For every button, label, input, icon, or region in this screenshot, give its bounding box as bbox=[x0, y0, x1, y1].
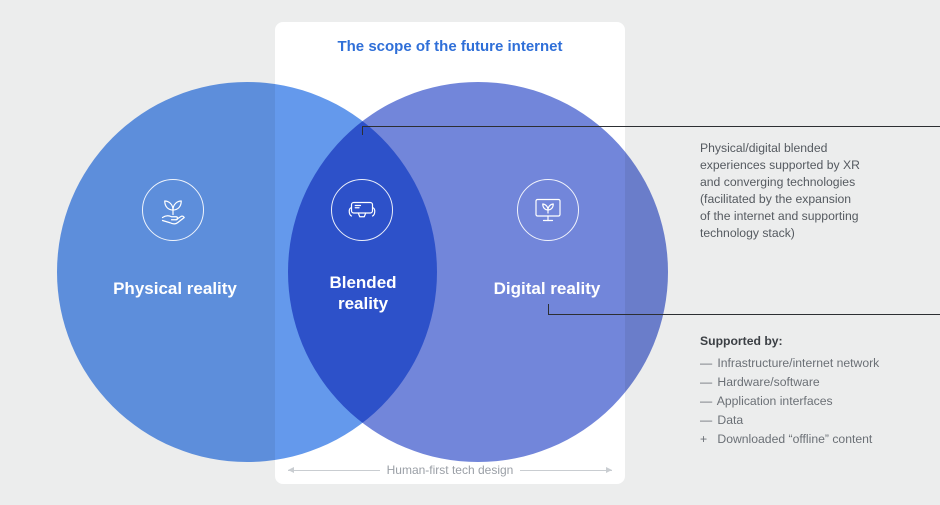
venn-label-right: Digital reality bbox=[467, 278, 627, 299]
callout-supported: Supported by: — Infrastructure/internet … bbox=[700, 333, 925, 449]
callout-blended: Physical/digital blendedexperiences supp… bbox=[700, 140, 925, 242]
callout-supported-heading: Supported by: bbox=[700, 333, 925, 350]
monitor-plant-icon bbox=[517, 179, 579, 241]
xr-headset-icon bbox=[331, 179, 393, 241]
supported-item: — Infrastructure/internet network bbox=[700, 354, 925, 373]
venn-label-left: Physical reality bbox=[95, 278, 255, 299]
leader-top-horizontal bbox=[362, 126, 940, 127]
venn-label-center: Blended reality bbox=[303, 272, 423, 315]
diagram-title: The scope of the future internet bbox=[275, 38, 625, 55]
supported-item: — Application interfaces bbox=[700, 392, 925, 411]
leader-bottom-vertical bbox=[548, 304, 549, 314]
supported-item: — Hardware/software bbox=[700, 373, 925, 392]
callout-blended-text: Physical/digital blendedexperiences supp… bbox=[700, 140, 925, 242]
leader-bottom-horizontal bbox=[548, 314, 940, 315]
supported-item: — Data bbox=[700, 411, 925, 430]
plant-hand-icon bbox=[142, 179, 204, 241]
supported-item: + Downloaded “offline” content bbox=[700, 430, 925, 449]
callout-supported-list: — Infrastructure/internet network— Hardw… bbox=[700, 354, 925, 449]
footer-label: Human-first tech design bbox=[275, 463, 625, 477]
leader-top-vertical bbox=[362, 126, 363, 135]
